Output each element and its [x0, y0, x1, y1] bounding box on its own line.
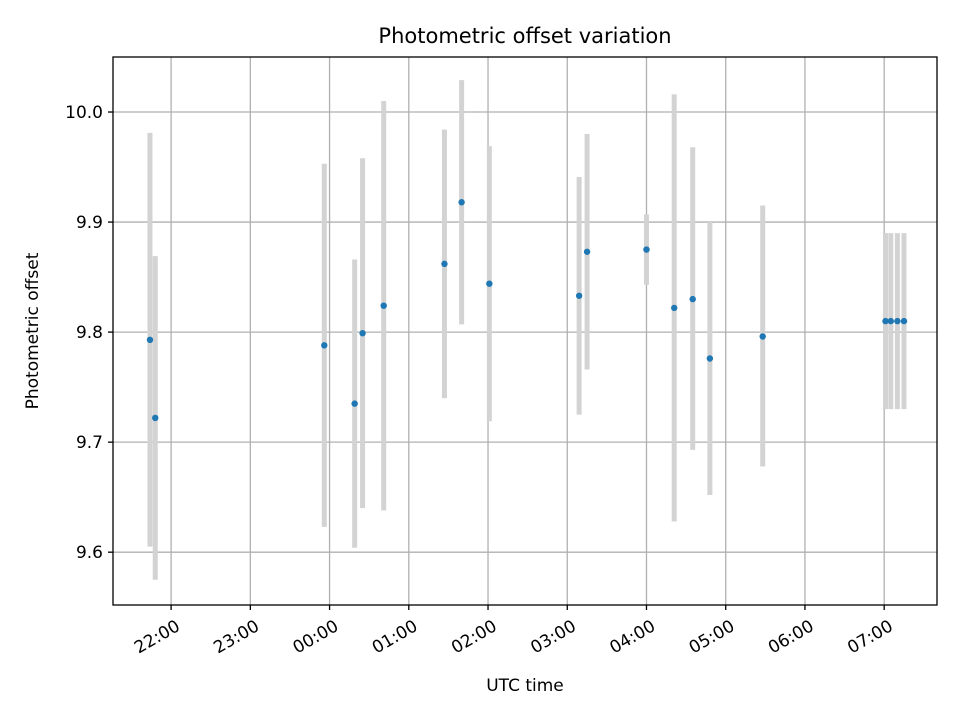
data-point	[359, 330, 366, 337]
axis-ticks: 22:00 23:00 00:00 01:00 02:00 03:00 04:00 05:00…	[65, 103, 897, 658]
x-tick-label: 03:00	[527, 616, 579, 658]
data-point	[671, 304, 678, 312]
y-tick-label: 9.9	[76, 213, 103, 233]
data-point	[146, 336, 154, 344]
data-point	[351, 400, 358, 407]
data-point	[486, 280, 493, 287]
data-point	[887, 317, 894, 325]
y-tick-label: 9.8	[76, 323, 103, 343]
data-point	[689, 295, 696, 303]
data-point	[583, 248, 591, 255]
data-point	[441, 260, 448, 268]
data-point	[575, 292, 583, 299]
x-tick-label: 02:00	[448, 616, 500, 658]
data-point	[894, 317, 901, 325]
x-tick-label: 06:00	[765, 616, 817, 658]
x-tick-label: 00:00	[290, 616, 342, 658]
data-point	[882, 317, 889, 325]
x-tick-label: 23:00	[210, 616, 262, 658]
grid-lines	[113, 57, 937, 605]
data-point	[321, 342, 328, 349]
x-tick-label: 04:00	[607, 616, 659, 658]
data-point	[458, 199, 465, 206]
x-tick-label: 22:00	[131, 616, 183, 658]
data-point	[759, 333, 766, 340]
y-axis-label: Photometric offset	[23, 252, 43, 409]
data-point	[643, 246, 650, 253]
data-point	[152, 414, 159, 422]
data-point	[900, 317, 908, 325]
x-axis-label: UTC time	[486, 676, 564, 696]
y-tick-label: 10.0	[65, 103, 103, 123]
chart-title: Photometric offset variation	[378, 24, 671, 48]
data-point	[706, 355, 714, 362]
data-point	[380, 302, 387, 309]
y-tick-label: 9.6	[76, 543, 103, 563]
y-tick-label: 9.7	[76, 433, 103, 453]
plot-frame	[112, 56, 938, 606]
x-tick-label: 05:00	[686, 616, 738, 658]
x-tick-label: 01:00	[369, 616, 421, 658]
error-bars	[147, 80, 907, 580]
data-points	[146, 199, 908, 422]
x-tick-label: 07:00	[844, 616, 896, 658]
